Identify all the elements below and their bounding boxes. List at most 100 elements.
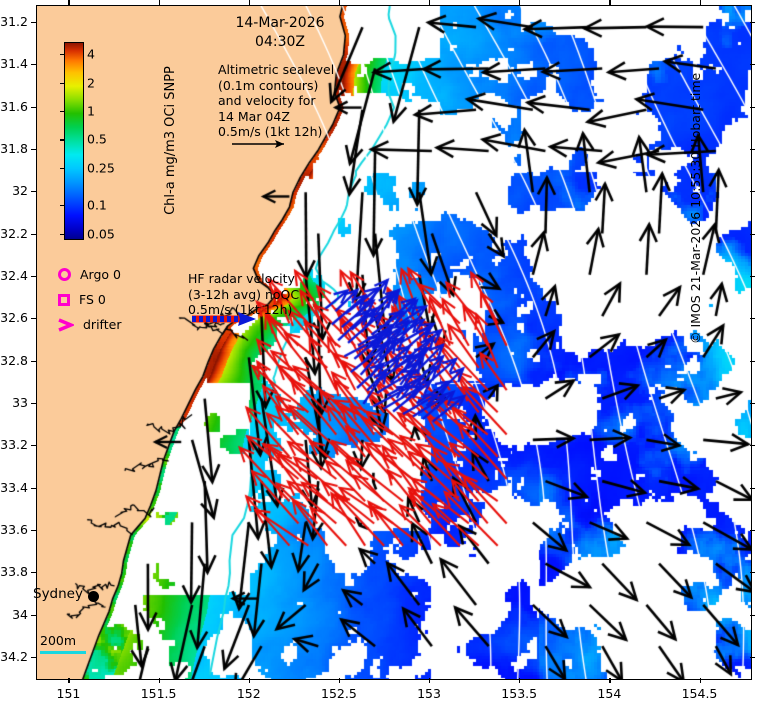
colorbar-tick [60,205,64,207]
y-axis-tick-right [750,572,755,574]
legend-item-fs[interactable]: FS 0 [58,287,121,312]
x-axis-tick [68,678,70,683]
y-axis-tick [31,191,36,193]
y-axis-tick [31,21,36,24]
x-axis-label: 151 [56,686,81,701]
y-axis-tick [31,402,36,405]
y-axis-label: 32 [12,183,28,199]
y-axis-label: 31.2 [0,13,28,29]
y-axis-tick [31,360,36,362]
hf-radar-annotation: HF radar velocity (3-12h avg) noQC 0.5m/… [188,271,300,317]
x-axis-tick-top [248,0,250,5]
x-axis-label: 154.5 [681,686,718,701]
altimetric-scale-arrow-icon [232,140,284,148]
colorbar-tick [60,167,64,169]
x-axis-label: 154 [597,686,622,701]
colorbar-tick-label: 0.25 [87,160,115,176]
drifter-arrow-marker-icon [58,317,74,332]
colorbar-tick-label: 4 [87,46,95,62]
hf-radar-scale-arrow-icon [192,312,256,326]
y-axis-label: 34.2 [0,648,28,664]
title-date: 14-Mar-2026 [235,15,325,31]
y-axis-tick-right [750,487,755,489]
x-axis-tick [429,678,431,683]
y-axis-tick-right [750,21,755,24]
x-axis-label: 153 [417,686,441,701]
y-axis-label: 34 [12,606,28,622]
colorbar-tick-label: 0.05 [87,226,115,242]
y-axis-tick [31,445,36,447]
y-axis-tick-right [750,402,755,405]
fs-square-marker-icon [58,293,70,306]
vector-overlay-layer [37,6,751,679]
y-axis-label: 32.8 [0,352,28,368]
isobath-legend-line [40,651,86,654]
y-axis-tick [31,233,36,235]
y-axis-label: 32.2 [0,225,28,241]
y-axis-label: 31.8 [0,140,28,156]
y-axis-tick [31,656,36,659]
x-axis-tick [609,678,611,683]
x-axis-tick [158,678,160,683]
y-axis-tick-right [750,148,755,151]
legend-label-fs: FS 0 [79,292,106,307]
datetime-title: 14-Mar-2026 04:30Z [185,14,375,52]
y-axis-label: 32.4 [0,267,28,283]
x-axis-tick-top [519,0,521,5]
x-axis-label: 152.5 [321,686,357,701]
y-axis-label: 33 [12,394,28,410]
y-axis-tick-right [750,360,755,362]
legend-item-argo[interactable]: Argo 0 [58,262,121,287]
y-axis-label: 31.6 [0,98,28,114]
colorbar-tick-label: 2 [87,75,95,91]
credit-text: © IMOS 21-Mar-2026 10:55:30 Hobart time [688,72,703,344]
y-axis-label: 33.4 [0,479,28,495]
y-axis-tick [31,64,36,66]
y-axis-label: 32.6 [0,310,28,326]
x-axis-tick-top [158,0,160,5]
y-axis-tick [31,148,36,151]
legend-item-drifter[interactable]: drifter [58,312,121,337]
y-axis-tick-right [750,529,755,532]
x-axis-tick [338,678,341,683]
colorbar-tick [60,111,64,113]
map-plot-area[interactable] [36,5,752,680]
y-axis-tick-right [750,106,755,108]
y-axis-tick-right [750,445,755,447]
x-axis-tick-top [429,0,431,5]
y-axis-label: 33.2 [0,437,28,453]
x-axis-tick-top [338,0,341,5]
colorbar-label-text: Chl-a mg/m3 OCi SNPP [162,65,178,215]
y-axis-tick [31,318,36,320]
y-axis-tick-right [750,233,755,235]
isobath-label: 200m [40,633,77,648]
y-axis-tick-right [750,318,755,320]
x-axis-tick [519,678,521,683]
colorbar [64,42,84,240]
colorbar-tick-label: 0.1 [87,197,107,213]
y-axis-tick-right [750,275,755,278]
x-axis-label: 151.5 [140,686,177,701]
altimetric-annotation: Altimetric sealevel (0.1m contours) and … [218,62,335,139]
argo-circle-marker-icon [58,268,71,281]
y-axis-tick [31,487,36,489]
colorbar-tick-label: 1 [87,103,95,119]
x-axis-tick-top [699,0,701,5]
colorbar-tick [60,139,64,141]
colorbar-tick [60,82,64,84]
x-axis-tick-top [68,0,70,5]
colorbar-tick [60,54,64,56]
y-axis-tick-right [750,656,755,659]
x-axis-label: 153.5 [501,686,538,701]
x-axis-label: 152 [236,686,261,701]
y-axis-tick [31,572,36,574]
marker-legend: Argo 0 FS 0 drifter [58,262,121,337]
x-axis-tick-top [609,0,611,5]
y-axis-label: 31.4 [0,56,28,72]
title-time: 04:30Z [255,34,305,50]
y-axis-tick [31,614,36,616]
city-marker-dot [88,591,99,602]
y-axis-tick [31,275,36,278]
colorbar-tick [60,233,64,235]
y-axis-label: 33.6 [0,521,28,537]
